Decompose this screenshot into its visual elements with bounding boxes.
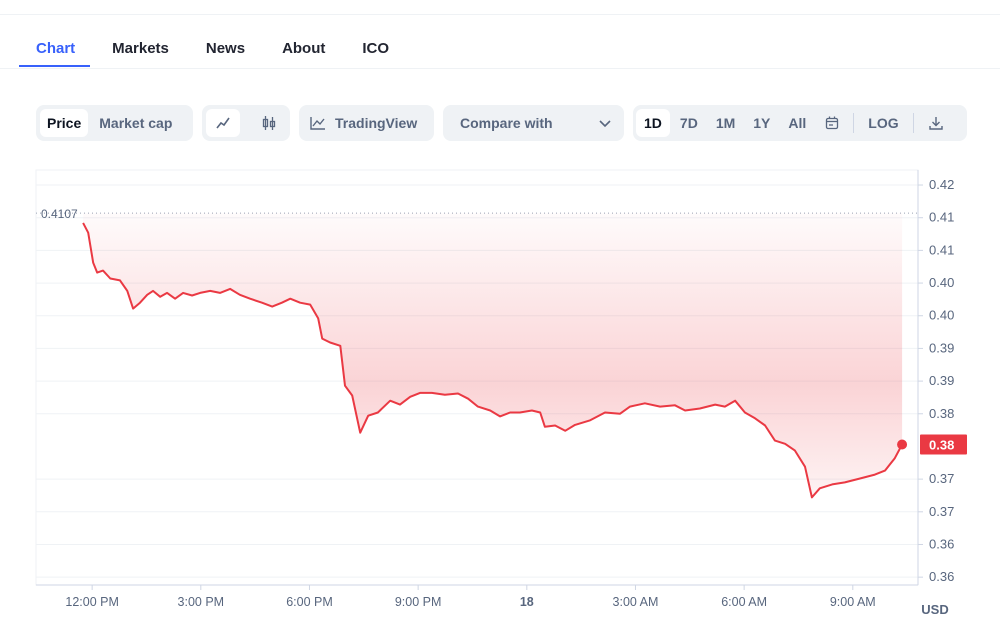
high-label: 0.4107	[41, 207, 78, 221]
compare-label: Compare with	[460, 115, 553, 131]
tab[interactable]: Markets	[112, 40, 169, 57]
tradingview-icon	[310, 117, 325, 130]
current-price-label: 0.38	[929, 437, 954, 452]
y-tick-label: 0.37	[929, 471, 954, 486]
separator	[853, 113, 855, 133]
y-tick-label: 0.38	[929, 406, 954, 421]
line-chart-button[interactable]	[206, 109, 240, 137]
y-tick-label: 0.39	[929, 340, 954, 355]
x-tick-label: 6:00 AM	[721, 595, 767, 609]
tab-divider	[0, 68, 1000, 69]
x-tick-label: 9:00 PM	[395, 595, 442, 609]
y-tick-label: 0.37	[929, 504, 954, 519]
y-tick-label: 0.41	[929, 210, 954, 225]
range-button[interactable]: All	[788, 115, 807, 131]
tab[interactable]: News	[205, 40, 246, 57]
x-tick-label: 3:00 AM	[613, 595, 659, 609]
tab[interactable]: ICO	[362, 40, 390, 57]
chart-style-toggle	[202, 105, 290, 141]
download-icon	[928, 117, 943, 130]
market-cap-button[interactable]: Market cap	[99, 115, 173, 131]
last-point	[897, 439, 908, 450]
calendar-icon	[826, 116, 839, 130]
range-group: 1D 7D 1M 1Y All LOG	[633, 105, 967, 141]
x-tick-label: 12:00 PM	[65, 595, 119, 609]
candle-chart-button[interactable]	[252, 109, 286, 137]
price-area	[83, 213, 903, 498]
tab[interactable]: Chart	[18, 36, 91, 67]
tradingview-label: TradingView	[335, 115, 418, 131]
price-line	[82, 222, 903, 499]
separator	[912, 113, 914, 133]
price-button[interactable]: Price	[40, 109, 89, 137]
download-button[interactable]	[920, 109, 952, 137]
y-tick-label: 0.42	[929, 177, 954, 192]
calendar-button[interactable]	[817, 109, 847, 137]
x-tick-label: 9:00 AM	[830, 595, 876, 609]
range-button[interactable]: 1D	[636, 109, 670, 137]
price-toggle: Price Market cap	[36, 105, 193, 141]
log-button[interactable]: LOG	[868, 115, 899, 131]
y-tick-label: 0.36	[929, 569, 954, 584]
y-tick-label: 0.36	[929, 536, 954, 551]
chevron-icon	[599, 120, 611, 128]
compare-dropdown[interactable]: Compare with	[443, 105, 624, 141]
tab-bar: Chart Markets News About ICO	[18, 36, 426, 67]
range-button[interactable]: 1Y	[753, 115, 771, 131]
range-button[interactable]: 7D	[679, 115, 698, 131]
y-unit: USD	[921, 602, 948, 617]
range-button[interactable]: 1M	[715, 115, 736, 131]
tradingview-button[interactable]: TradingView	[299, 105, 434, 141]
y-tick-label: 0.41	[929, 242, 954, 257]
x-tick-label: 6:00 PM	[286, 595, 333, 609]
candle-icon	[262, 116, 276, 130]
x-tick-label: 3:00 PM	[178, 595, 225, 609]
x-tick-label: 18	[520, 595, 534, 609]
current-price-badge	[920, 434, 967, 455]
y-tick-label: 0.40	[929, 308, 954, 323]
y-tick-label: 0.40	[929, 275, 954, 290]
y-tick-label: 0.39	[929, 373, 954, 388]
top-divider	[0, 14, 1000, 15]
tab[interactable]: About	[282, 40, 326, 57]
line-icon	[216, 117, 230, 129]
